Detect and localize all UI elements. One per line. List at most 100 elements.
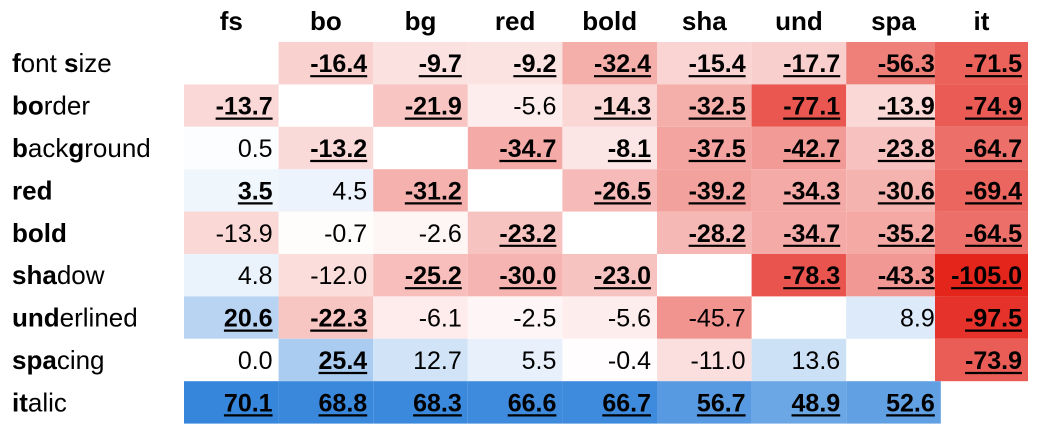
cell-value-label: -56.3: [878, 50, 935, 78]
cell-value-label: 4.5: [332, 177, 367, 205]
heatmap-cell: [935, 84, 1028, 127]
heatmap-cell: [751, 169, 847, 212]
heatmap-cell: [467, 296, 563, 339]
heatmap-cell: [562, 381, 657, 424]
cell-value-label: 70.1: [224, 389, 273, 417]
row-label-part: erlined: [60, 303, 138, 333]
cell-value-label: -69.4: [965, 177, 1022, 205]
heatmap-cell: [562, 338, 657, 382]
heatmap-cell: [562, 126, 657, 170]
row-label-part: it: [12, 387, 28, 417]
heatmap-cell: [751, 84, 847, 127]
heatmap-cell: [562, 84, 657, 127]
row-label: red: [12, 175, 52, 205]
column-header-und: und: [775, 6, 823, 36]
heatmap-cell: [657, 126, 752, 170]
cell-value-label: 56.7: [697, 389, 746, 417]
cell-value-label: -97.5: [965, 305, 1022, 333]
heatmap-cell: [373, 211, 468, 254]
cell-value-label: 25.4: [319, 347, 368, 375]
cell-value-label: -16.4: [310, 50, 367, 78]
cell-value-label: -31.2: [405, 177, 462, 205]
row-label: background: [12, 133, 151, 163]
cell-value-label: -13.9: [878, 93, 935, 121]
cell-value-label: -32.5: [689, 93, 746, 121]
cell-value-label: -43.3: [878, 262, 935, 290]
heatmap-cell: [935, 296, 1028, 339]
cell-value-label: -23.8: [878, 135, 935, 163]
row-label-part: red: [12, 175, 52, 205]
heatmap-cell: [657, 211, 752, 254]
heatmap-cell: [467, 84, 563, 127]
column-header-bg: bg: [405, 6, 437, 36]
heatmap-cell: [373, 381, 468, 424]
cell-value-label: 20.6: [224, 305, 273, 333]
row-label-part: round: [84, 133, 151, 163]
cell-value-label: -39.2: [689, 177, 746, 205]
row-label: bold: [12, 218, 67, 248]
heatmap-cell: [278, 126, 374, 170]
column-header-red: red: [495, 6, 535, 36]
cell-value-label: -30.6: [878, 177, 935, 205]
row-label-part: g: [68, 133, 84, 163]
cell-value-label: 66.7: [602, 389, 651, 417]
heatmap-cell: [751, 126, 847, 170]
row-label-part: ize: [79, 48, 112, 78]
row-label: font size: [12, 48, 112, 78]
cell-value-label: -71.5: [965, 50, 1022, 78]
cell-value-label: -2.6: [419, 220, 462, 248]
heatmap-cell: [846, 169, 941, 212]
heatmap-cell: [184, 381, 279, 424]
heatmap-cell: [278, 296, 374, 339]
row-label-part: bold: [12, 218, 67, 248]
row-label-part: rder: [44, 91, 91, 121]
heatmap-cells: -16.4 -9.7 -9.2 -32.4 -15.4 -17.7 -56.3 -71.5 -1…: [184, 42, 1028, 424]
heatmap-cell: [846, 42, 941, 85]
column-header-spa: spa: [871, 6, 916, 36]
row-label-part: dow: [57, 260, 105, 290]
heatmap-cell: [184, 338, 279, 382]
heatmap-cell: [935, 42, 1028, 85]
heatmap-cell: [657, 42, 752, 85]
row-label-part: alic: [28, 387, 67, 417]
cell-value-label: -73.9: [965, 347, 1022, 375]
cell-value-label: -2.5: [513, 305, 556, 333]
cell-value-label: -8.1: [608, 135, 651, 163]
cell-value-label: -26.5: [594, 177, 651, 205]
cell-value-label: 4.8: [238, 262, 273, 290]
cell-value-label: 68.3: [413, 389, 462, 417]
cell-value-label: 13.6: [792, 347, 841, 375]
cell-value-label: -35.2: [878, 220, 935, 248]
heatmap-cell: [184, 84, 279, 127]
heatmap-cell: [467, 211, 563, 254]
cell-value-label: -34.3: [783, 177, 840, 205]
cell-value-label: -5.6: [513, 93, 556, 121]
cell-value-label: -5.6: [608, 305, 651, 333]
column-header-fs: fs: [220, 6, 243, 36]
cell-value-label: -15.4: [689, 50, 746, 78]
row-label-part: spa: [12, 345, 57, 375]
heatmap-cell: [657, 381, 752, 424]
cell-value-label: -13.7: [216, 93, 273, 121]
cell-value-label: 52.6: [886, 389, 935, 417]
heatmap-cell: [935, 254, 1028, 297]
heatmap-cell: [467, 381, 563, 424]
heatmap-cell: [751, 338, 847, 382]
row-label-part: und: [12, 303, 60, 333]
heatmap-cell: [751, 381, 847, 424]
heatmap-cell: [935, 126, 1028, 170]
cell-value-label: -64.5: [965, 220, 1022, 248]
row-label: italic: [12, 387, 67, 417]
cell-value-label: 66.6: [508, 389, 557, 417]
heatmap-cell: [657, 338, 752, 382]
row-label: shadow: [12, 260, 105, 290]
heatmap-cell: [562, 254, 657, 297]
column-header-bo: bo: [310, 6, 342, 36]
cell-value-label: -23.0: [594, 262, 651, 290]
row-label-part: bo: [12, 91, 44, 121]
cell-value-label: 3.5: [238, 177, 273, 205]
cell-value-label: -64.7: [965, 135, 1022, 163]
heatmap-cell: [846, 254, 941, 297]
cell-value-label: 8.9: [900, 305, 935, 333]
